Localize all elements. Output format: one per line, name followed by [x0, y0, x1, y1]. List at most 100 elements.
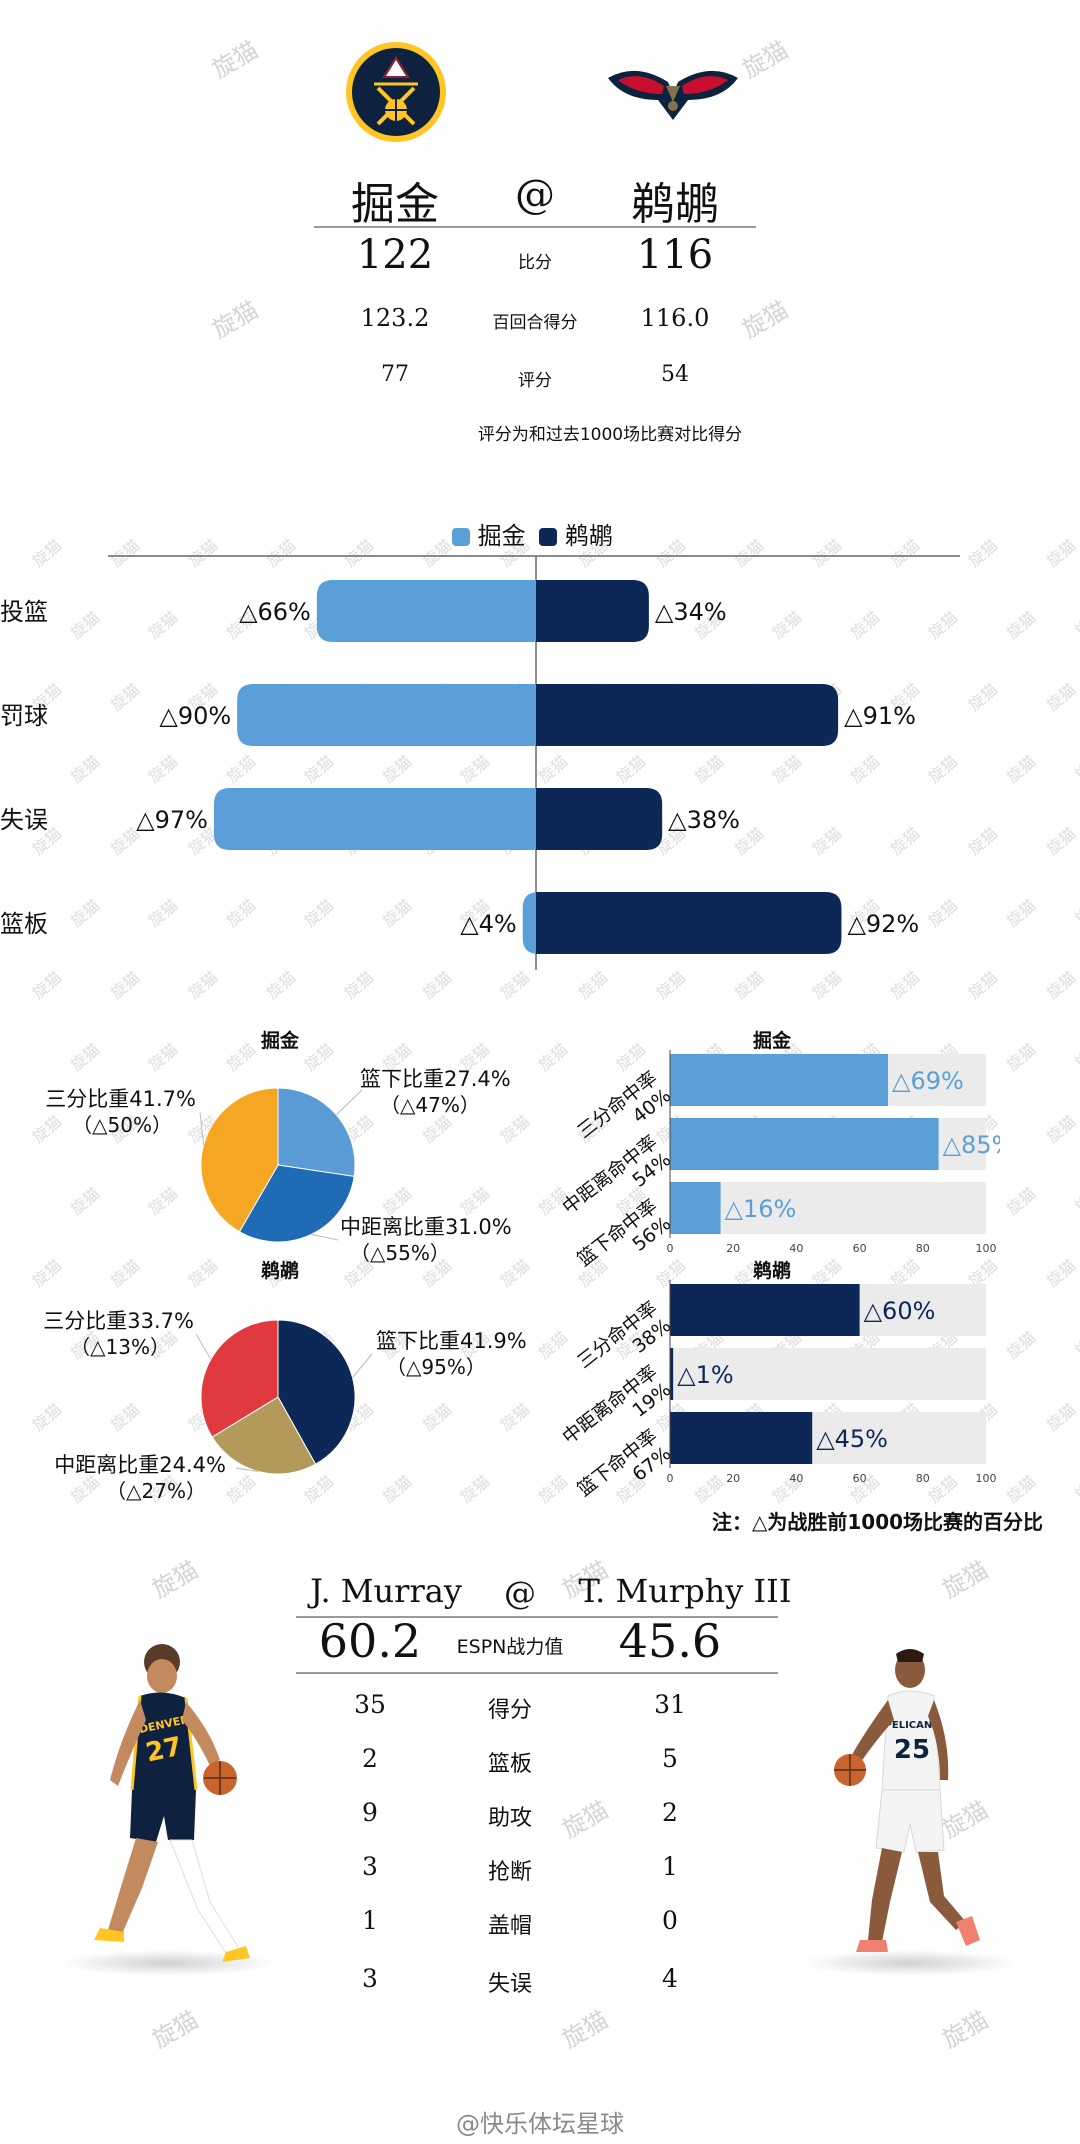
player-stat-away: 0	[662, 1906, 678, 1935]
header-divider	[314, 226, 756, 228]
pie-slice	[277, 1319, 356, 1465]
bar-home-value-label: △66%	[239, 598, 311, 626]
bar-home-value-label: △90%	[159, 702, 231, 730]
watermark-text: 旋猫	[937, 1555, 994, 1604]
shot-axis-tick-label: 40	[789, 1242, 803, 1255]
away-rating: 54	[661, 362, 689, 387]
pie-slice-sublabel: （△27%）	[106, 1479, 206, 1503]
bar-away-value-label: △34%	[655, 598, 727, 626]
player-stat-home: 9	[362, 1798, 378, 1827]
legend-label-away: 鹈鹕	[564, 522, 613, 550]
watermark-text: 旋猫	[937, 2005, 994, 2054]
pie-slice	[211, 1396, 317, 1475]
bar-home	[522, 892, 539, 954]
shot-bar-track	[670, 1182, 986, 1234]
per100-label: 百回合得分	[492, 313, 578, 333]
player-stat-home: 2	[362, 1744, 378, 1773]
player-stat-label: 得分	[487, 1698, 532, 1723]
shot-axis-tick-label: 100	[976, 1242, 997, 1255]
player-header-divider-bottom	[296, 1672, 778, 1674]
player-stat-label: 失误	[487, 1972, 532, 1997]
pie-slice-label: 三分比重33.7%	[43, 1309, 194, 1333]
player-stat-label: 抢断	[487, 1860, 532, 1885]
watermark-text: 旋猫	[1071, 1335, 1080, 1361]
away-team-name: 鹈鹕	[631, 179, 719, 230]
shot-axis-tick-label: 80	[916, 1242, 930, 1255]
player-stat-away: 2	[662, 1798, 678, 1827]
pelicans-logo	[606, 60, 740, 124]
shot-bar-value-label: △69%	[892, 1067, 964, 1095]
legend-label-home: 掘金	[477, 522, 526, 550]
rating-label: 评分	[518, 371, 552, 391]
away-jersey-text: PELICANS	[885, 1720, 940, 1731]
pie-slice-label: 中距离比重31.0%	[340, 1215, 512, 1239]
pie-chart-home: 篮下比重27.4%（△47%） 中距离比重31.0%（△55%） 三分比重41.7%…	[45, 1067, 512, 1265]
watermark-text: 旋猫	[737, 35, 794, 84]
shot-bar-value-label: △16%	[725, 1195, 797, 1223]
shot-bar	[670, 1118, 939, 1170]
bar-home	[316, 580, 536, 642]
home-player-name: J. Murray	[310, 1572, 462, 1610]
player-stat-home: 35	[354, 1690, 386, 1719]
chart-legend: 掘金 鹈鹕	[452, 516, 672, 551]
bar-away	[536, 788, 663, 850]
watermark-text: 旋猫	[1071, 1191, 1080, 1217]
watermark-text: 旋猫	[557, 2005, 614, 2054]
shot-bar	[670, 1412, 813, 1464]
pie-leader-line	[336, 1089, 363, 1116]
pie-leader-line	[195, 1333, 212, 1360]
bar-category-label: 投篮	[0, 598, 48, 626]
shot-bar-chart-home: △69%三分命中率40%△85%中距离命中率54%△16%篮下命中率56%020…	[558, 1050, 1000, 1270]
shot-axis-tick-label: 0	[667, 1242, 674, 1255]
bar-home-value-label: △97%	[136, 806, 208, 834]
shot-bar-value-label: △85%	[943, 1131, 1000, 1159]
rating-note: 评分为和过去1000场比赛对比得分	[477, 425, 743, 445]
away-espn-rating: 45.6	[618, 1614, 722, 1668]
player-stat-label: 助攻	[487, 1806, 532, 1831]
shot-axis-tick-label: 80	[916, 1472, 930, 1485]
away-player-figure: 25 PELICANS	[834, 1649, 980, 1952]
watermark-text: 旋猫	[1042, 1399, 1080, 1435]
bar-away-value-label: △38%	[668, 806, 740, 834]
shot-bar-value-label: △45%	[816, 1425, 888, 1453]
pie-title-away: 鹈鹕	[260, 1260, 299, 1282]
bar-away	[536, 892, 842, 954]
pie-chart-away: 篮下比重41.9%（△95%） 中距离比重24.4%（△27%） 三分比重33.7%…	[43, 1309, 526, 1503]
pie-slice-label: 三分比重41.7%	[45, 1087, 196, 1111]
bar-home	[213, 788, 536, 850]
shot-bar-track	[670, 1348, 986, 1400]
pie-slice-sublabel: （△50%）	[72, 1113, 172, 1137]
watermark-text: 旋猫	[1042, 1111, 1080, 1147]
watermark-text: 旋猫	[737, 295, 794, 344]
home-rating: 77	[381, 362, 409, 387]
away-jersey-number: 25	[894, 1735, 930, 1765]
bar-away-value-label: △92%	[847, 910, 919, 938]
watermark-text: 旋猫	[1002, 1471, 1040, 1507]
watermark-text: 旋猫	[207, 35, 264, 84]
bar-category-label: 篮板	[0, 910, 48, 938]
shot-chart-title-home: 掘金	[752, 1030, 791, 1052]
pie-title-home: 掘金	[260, 1030, 299, 1052]
shot-axis-tick-label: 60	[853, 1242, 867, 1255]
home-per100: 123.2	[360, 304, 430, 332]
away-player-name: T. Murphy III	[578, 1572, 792, 1610]
credit-text: @快乐体坛星球	[456, 2110, 624, 2138]
shot-bar	[670, 1054, 889, 1106]
pie-leader-line	[235, 1467, 259, 1472]
away-per100: 116.0	[640, 304, 710, 332]
legend-swatch-home	[452, 528, 470, 546]
pie-slice-sublabel: （△13%）	[70, 1335, 170, 1359]
shot-axis-tick-label: 40	[789, 1472, 803, 1485]
shot-bar-value-label: △60%	[864, 1297, 936, 1325]
bar-away	[536, 684, 839, 746]
nuggets-logo	[344, 40, 448, 144]
pie-slice	[200, 1319, 279, 1438]
away-score: 116	[636, 232, 714, 278]
pie-slice	[238, 1164, 355, 1243]
shot-bar	[670, 1182, 721, 1234]
home-espn-rating: 60.2	[318, 1614, 422, 1668]
pie-slice-label: 中距离比重24.4%	[54, 1453, 226, 1477]
shot-axis-tick-label: 20	[726, 1242, 740, 1255]
